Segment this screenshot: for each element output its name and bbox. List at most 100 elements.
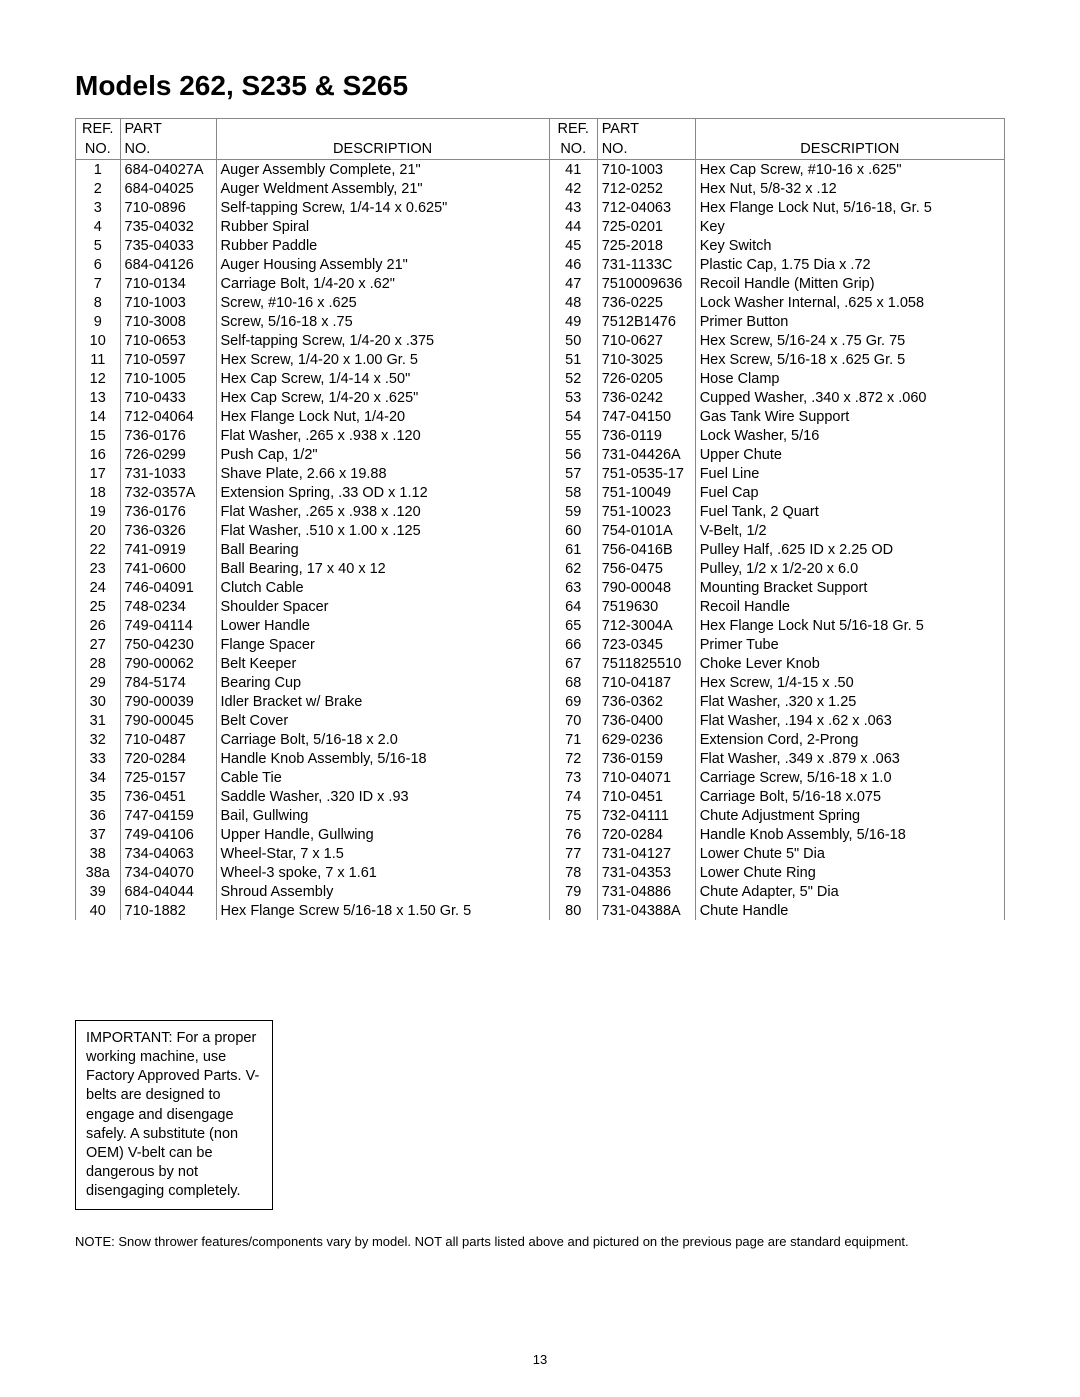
cell-part2: 720-0284 [597, 825, 695, 844]
table-row: 38734-04063Wheel-Star, 7 x 1.577731-0412… [76, 844, 1004, 863]
cell-desc: Shoulder Spacer [216, 597, 549, 616]
header-ref-l1: REF. [76, 119, 120, 139]
cell-part2: 710-04187 [597, 673, 695, 692]
table-row: 35736-0451Saddle Washer, .320 ID x .9374… [76, 787, 1004, 806]
table-row: 30790-00039Idler Bracket w/ Brake69736-0… [76, 692, 1004, 711]
cell-part: 736-0176 [120, 426, 216, 445]
cell-desc2: Recoil Handle (Mitten Grip) [695, 274, 1004, 293]
cell-ref: 26 [76, 616, 120, 635]
cell-part2: 710-1003 [597, 160, 695, 180]
cell-ref2: 80 [549, 901, 597, 920]
table-row: 19736-0176Flat Washer, .265 x .938 x .12… [76, 502, 1004, 521]
cell-ref: 15 [76, 426, 120, 445]
cell-ref: 33 [76, 749, 120, 768]
cell-desc: Extension Spring, .33 OD x 1.12 [216, 483, 549, 502]
cell-desc: Wheel-3 spoke, 7 x 1.61 [216, 863, 549, 882]
cell-desc: Carriage Bolt, 5/16-18 x 2.0 [216, 730, 549, 749]
cell-part2: 736-0159 [597, 749, 695, 768]
cell-part: 710-0134 [120, 274, 216, 293]
cell-desc: Hex Screw, 1/4-20 x 1.00 Gr. 5 [216, 350, 549, 369]
cell-desc2: Key [695, 217, 1004, 236]
table-row: 9710-3008Screw, 5/16-18 x .75497512B1476… [76, 312, 1004, 331]
cell-part: 736-0326 [120, 521, 216, 540]
cell-part: 748-0234 [120, 597, 216, 616]
table-row: 7710-0134Carriage Bolt, 1/4-20 x .62"477… [76, 274, 1004, 293]
cell-ref: 12 [76, 369, 120, 388]
cell-ref2: 50 [549, 331, 597, 350]
cell-ref2: 58 [549, 483, 597, 502]
cell-desc: Push Cap, 1/2" [216, 445, 549, 464]
cell-part2: 731-04886 [597, 882, 695, 901]
cell-part2: 712-3004A [597, 616, 695, 635]
cell-part2: 736-0225 [597, 293, 695, 312]
cell-ref: 7 [76, 274, 120, 293]
cell-ref2: 60 [549, 521, 597, 540]
cell-desc: Flat Washer, .265 x .938 x .120 [216, 502, 549, 521]
table-row: 22741-0919Ball Bearing61756-0416BPulley … [76, 540, 1004, 559]
cell-desc: Auger Housing Assembly 21" [216, 255, 549, 274]
table-row: 39684-04044Shroud Assembly79731-04886Chu… [76, 882, 1004, 901]
table-row: 4735-04032Rubber Spiral44725-0201Key [76, 217, 1004, 236]
cell-desc2: Lock Washer Internal, .625 x 1.058 [695, 293, 1004, 312]
cell-ref: 22 [76, 540, 120, 559]
cell-desc2: Hex Cap Screw, #10-16 x .625" [695, 160, 1004, 180]
cell-desc2: Fuel Cap [695, 483, 1004, 502]
cell-part: 750-04230 [120, 635, 216, 654]
cell-desc: Hex Flange Lock Nut, 1/4-20 [216, 407, 549, 426]
cell-ref: 10 [76, 331, 120, 350]
cell-desc: Rubber Spiral [216, 217, 549, 236]
cell-desc2: Plastic Cap, 1.75 Dia x .72 [695, 255, 1004, 274]
cell-ref: 37 [76, 825, 120, 844]
cell-ref2: 47 [549, 274, 597, 293]
cell-part2: 710-3025 [597, 350, 695, 369]
table-row: 26749-04114Lower Handle65712-3004AHex Fl… [76, 616, 1004, 635]
cell-desc: Cable Tie [216, 768, 549, 787]
cell-desc: Screw, 5/16-18 x .75 [216, 312, 549, 331]
cell-ref2: 59 [549, 502, 597, 521]
cell-desc2: Hex Screw, 5/16-18 x .625 Gr. 5 [695, 350, 1004, 369]
cell-desc: Rubber Paddle [216, 236, 549, 255]
table-row: 5735-04033Rubber Paddle45725-2018Key Swi… [76, 236, 1004, 255]
cell-desc: Flat Washer, .265 x .938 x .120 [216, 426, 549, 445]
cell-part2: 756-0416B [597, 540, 695, 559]
table-row: 32710-0487Carriage Bolt, 5/16-18 x 2.071… [76, 730, 1004, 749]
cell-part: 736-0451 [120, 787, 216, 806]
cell-ref2: 41 [549, 160, 597, 180]
table-row: 12710-1005Hex Cap Screw, 1/4-14 x .50"52… [76, 369, 1004, 388]
cell-ref: 28 [76, 654, 120, 673]
cell-part2: 712-0252 [597, 179, 695, 198]
cell-ref2: 77 [549, 844, 597, 863]
header-part2-l2: NO. [597, 139, 695, 160]
cell-desc2: Lower Chute Ring [695, 863, 1004, 882]
header-ref-l2: NO. [76, 139, 120, 160]
header-desc2-spacer [695, 119, 1004, 139]
cell-part: 734-04063 [120, 844, 216, 863]
cell-part2: 731-04127 [597, 844, 695, 863]
cell-part: 749-04114 [120, 616, 216, 635]
cell-part2: 736-0362 [597, 692, 695, 711]
header-desc2: DESCRIPTION [695, 139, 1004, 160]
cell-desc2: Lower Chute 5" Dia [695, 844, 1004, 863]
table-row: 20736-0326Flat Washer, .510 x 1.00 x .12… [76, 521, 1004, 540]
cell-part2: 754-0101A [597, 521, 695, 540]
table-row: 10710-0653Self-tapping Screw, 1/4-20 x .… [76, 331, 1004, 350]
cell-desc2: Cupped Washer, .340 x .872 x .060 [695, 388, 1004, 407]
cell-desc: Hex Cap Screw, 1/4-20 x .625" [216, 388, 549, 407]
page-number: 13 [0, 1352, 1080, 1367]
cell-part2: 731-04426A [597, 445, 695, 464]
cell-ref2: 57 [549, 464, 597, 483]
cell-desc2: Extension Cord, 2-Prong [695, 730, 1004, 749]
cell-desc2: Fuel Tank, 2 Quart [695, 502, 1004, 521]
cell-ref: 14 [76, 407, 120, 426]
cell-ref: 5 [76, 236, 120, 255]
cell-part: 710-0433 [120, 388, 216, 407]
cell-part: 684-04044 [120, 882, 216, 901]
cell-desc2: Hex Screw, 1/4-15 x .50 [695, 673, 1004, 692]
cell-desc2: Pulley Half, .625 ID x 2.25 OD [695, 540, 1004, 559]
cell-desc: Shroud Assembly [216, 882, 549, 901]
cell-desc: Upper Handle, Gullwing [216, 825, 549, 844]
cell-part: 790-00045 [120, 711, 216, 730]
cell-part2: 751-10023 [597, 502, 695, 521]
cell-desc: Carriage Bolt, 1/4-20 x .62" [216, 274, 549, 293]
cell-part2: 7510009636 [597, 274, 695, 293]
